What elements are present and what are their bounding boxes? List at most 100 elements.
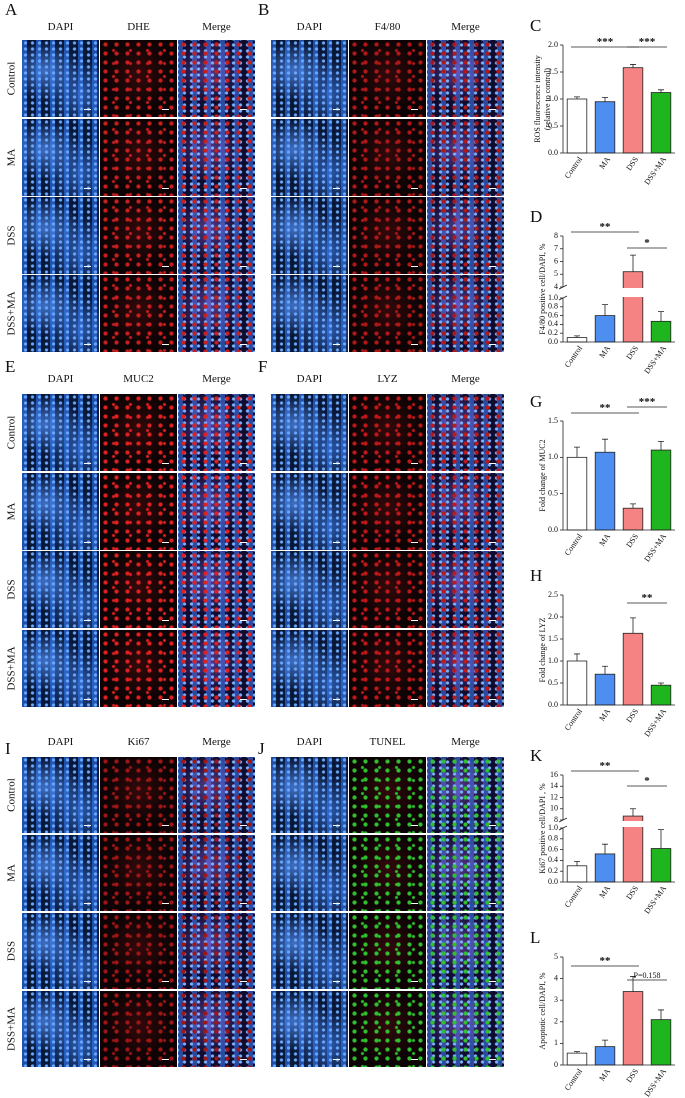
micrograph xyxy=(427,394,504,471)
significance-label: ** xyxy=(600,221,612,233)
micrograph xyxy=(178,275,255,352)
micrograph xyxy=(178,757,255,833)
error-bar xyxy=(630,503,636,509)
x-tick-label: DSS+MA xyxy=(642,884,668,916)
panel-letter: E xyxy=(5,357,15,376)
bar xyxy=(594,1046,616,1066)
bar xyxy=(650,449,672,531)
x-tick-label: MA xyxy=(597,707,612,723)
bar xyxy=(650,684,672,706)
micrograph xyxy=(427,630,504,707)
x-tick-label: Control xyxy=(563,531,585,557)
column-header: TUNEL xyxy=(369,736,405,748)
error-bar xyxy=(602,304,608,316)
error-bar xyxy=(630,976,636,992)
micrograph xyxy=(100,473,177,550)
y-tick-label: 10 xyxy=(550,804,558,813)
row-label: DSS+MA xyxy=(6,1007,18,1051)
row-label: MA xyxy=(6,503,18,521)
y-axis-label: Ki67 positive cell/DAPI , % xyxy=(538,783,547,874)
y-tick-label: 1.5 xyxy=(548,634,558,643)
y-axis-label: Fold change of LYZ xyxy=(538,618,547,683)
y-tick-label: 0.5 xyxy=(548,678,558,687)
micrograph xyxy=(178,630,255,707)
y-axis-label: ROS fluorescence intensity xyxy=(533,55,542,143)
y-tick-label: 1.5 xyxy=(548,416,558,425)
y-tick-label: 14 xyxy=(550,781,558,790)
row-label: Control xyxy=(6,62,18,96)
micrograph xyxy=(271,40,348,117)
micrograph xyxy=(271,394,348,471)
micrograph xyxy=(427,197,504,274)
y-tick-label: 8 xyxy=(554,815,558,824)
micrograph xyxy=(349,991,426,1067)
micrograph xyxy=(427,913,504,989)
micrograph xyxy=(178,835,255,911)
micrograph xyxy=(427,757,504,833)
row-label: Control xyxy=(6,416,18,450)
y-tick-label: 7 xyxy=(554,244,558,253)
row-label: DSS xyxy=(6,941,18,961)
y-tick-label: 16 xyxy=(550,770,558,779)
column-header: DAPI xyxy=(48,736,74,748)
error-bar xyxy=(630,254,636,272)
bar xyxy=(566,337,588,343)
micrograph xyxy=(178,913,255,989)
bar xyxy=(650,92,672,154)
bar xyxy=(594,315,616,343)
micrograph xyxy=(100,757,177,833)
bar xyxy=(650,1019,672,1066)
x-tick-label: DSS xyxy=(624,155,640,172)
y-tick-label: 1.0 xyxy=(548,656,558,665)
micrograph xyxy=(100,394,177,471)
x-tick-label: Control xyxy=(563,343,585,369)
x-tick-label: DSS+MA xyxy=(642,532,668,564)
column-header: Merge xyxy=(451,21,480,33)
error-bar xyxy=(602,665,608,675)
y-tick-label: 1.0 xyxy=(548,293,558,302)
error-bar xyxy=(658,89,664,93)
micrograph xyxy=(271,757,348,833)
y-tick-label: 0.6 xyxy=(548,310,558,319)
x-tick-label: DSS+MA xyxy=(642,155,668,187)
bar xyxy=(622,991,644,1066)
panel-letter: B xyxy=(258,0,269,19)
y-tick-label: 0 xyxy=(554,1060,558,1069)
column-header: DAPI xyxy=(297,373,323,385)
y-axis-label: Apoptotic cell/DAPI, % xyxy=(538,972,547,1049)
y-tick-label: 2.5 xyxy=(548,590,558,599)
x-tick-label: MA xyxy=(597,532,612,548)
x-tick-label: Control xyxy=(563,154,585,180)
y-tick-label: 0.5 xyxy=(548,488,558,497)
y-tick-label: 0.0 xyxy=(548,700,558,709)
y-tick-label: 0.2 xyxy=(548,866,558,875)
micrograph xyxy=(427,551,504,628)
x-tick-label: Control xyxy=(563,883,585,909)
error-bar xyxy=(630,617,636,634)
y-tick-label: 0.8 xyxy=(548,302,558,311)
axis-break xyxy=(559,288,675,297)
bar xyxy=(566,865,588,883)
micrograph xyxy=(22,275,99,352)
micrograph xyxy=(349,275,426,352)
significance-label: *** xyxy=(639,396,656,408)
significance-label: * xyxy=(644,775,650,787)
y-tick-label: 5 xyxy=(554,952,558,961)
y-tick-label: 2.0 xyxy=(548,40,558,49)
y-tick-label: 0.0 xyxy=(548,525,558,534)
y-tick-label: 0.0 xyxy=(548,148,558,157)
y-tick-label: 5 xyxy=(554,269,558,278)
bar xyxy=(622,632,644,706)
error-bar xyxy=(574,653,580,661)
micrograph xyxy=(178,394,255,471)
micrograph xyxy=(271,473,348,550)
micrograph xyxy=(100,275,177,352)
significance-label: * xyxy=(644,237,650,249)
bar xyxy=(622,67,644,154)
micrograph xyxy=(100,197,177,274)
x-tick-label: DSS+MA xyxy=(642,707,668,739)
bar xyxy=(594,451,616,531)
row-label: Control xyxy=(6,778,18,812)
